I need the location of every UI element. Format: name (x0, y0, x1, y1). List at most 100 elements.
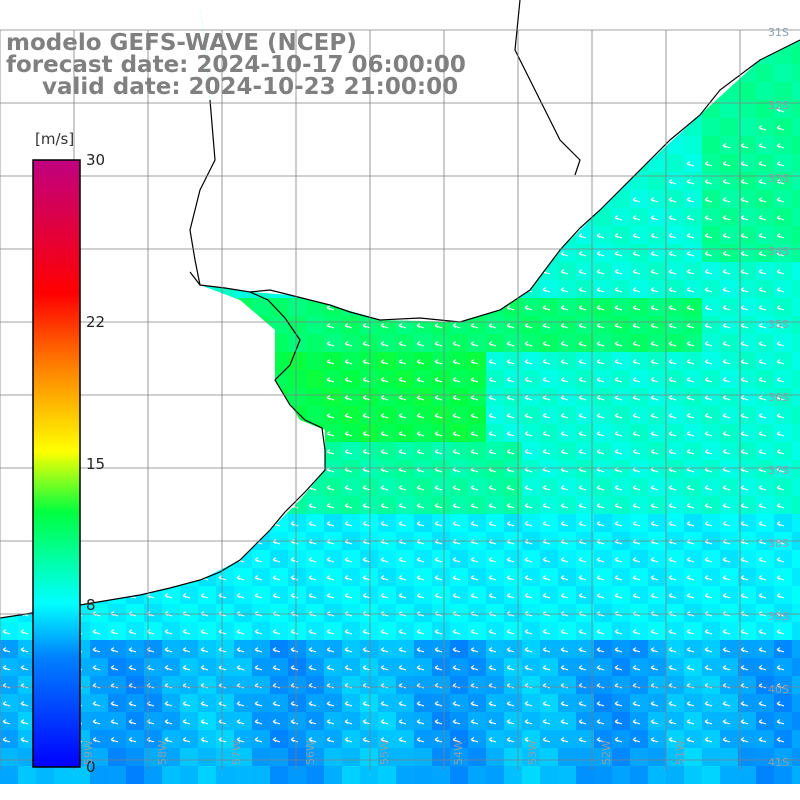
wind-arrow (704, 629, 713, 635)
wind-arrow (20, 737, 29, 743)
wind-arrow (326, 431, 335, 437)
speed-cell (468, 568, 486, 586)
wind-arrow (524, 377, 533, 383)
wind-arrow (758, 449, 767, 455)
speed-cell (288, 388, 306, 406)
speed-cell (702, 190, 720, 208)
speed-cell (558, 748, 576, 766)
wind-arrow (488, 557, 497, 563)
speed-cell (126, 676, 144, 694)
speed-cell (252, 748, 270, 766)
speed-cell (432, 406, 450, 424)
colorbar-bar (32, 159, 81, 768)
wind-arrow (668, 287, 677, 293)
speed-cell (756, 496, 774, 514)
wind-arrow (632, 251, 641, 257)
speed-cell (396, 604, 414, 622)
wind-arrow (668, 665, 677, 671)
wind-arrow (578, 719, 587, 725)
wind-arrow (596, 593, 605, 599)
wind-arrow (686, 593, 695, 599)
wind-arrow (524, 647, 533, 653)
speed-cell (0, 712, 18, 730)
speed-cell (738, 190, 756, 208)
speed-cell (576, 280, 594, 298)
speed-cell (738, 352, 756, 370)
speed-cell (756, 460, 774, 478)
wind-arrow (542, 449, 551, 455)
speed-cell (594, 352, 612, 370)
speed-cell (774, 244, 792, 262)
speed-cell (522, 352, 540, 370)
wind-arrow (362, 359, 371, 365)
speed-cell (648, 586, 666, 604)
wind-arrow (668, 701, 677, 707)
speed-cell (738, 550, 756, 568)
wind-arrow (164, 701, 173, 707)
speed-cell (774, 550, 792, 568)
speed-cell (666, 370, 684, 388)
speed-cell (702, 514, 720, 532)
speed-cell (558, 730, 576, 748)
speed-cell (684, 424, 702, 442)
speed-cell (450, 640, 468, 658)
speed-cell (396, 352, 414, 370)
speed-cell (720, 478, 738, 496)
speed-cell (360, 712, 378, 730)
speed-cell (630, 478, 648, 496)
speed-cell (792, 496, 800, 514)
speed-cell (396, 766, 414, 784)
wind-arrow (344, 395, 353, 401)
wind-arrow (740, 197, 749, 203)
speed-cell (774, 442, 792, 460)
colorbar-unit: [m/s] (35, 130, 75, 148)
wind-arrow (740, 287, 749, 293)
speed-cell (702, 604, 720, 622)
speed-cell (540, 568, 558, 586)
wind-arrow (758, 377, 767, 383)
wind-arrow (722, 719, 731, 725)
wind-arrow (686, 251, 695, 257)
wind-arrow (416, 521, 425, 527)
speed-cell (378, 514, 396, 532)
speed-cell (324, 442, 342, 460)
wind-arrow (740, 575, 749, 581)
speed-cell (756, 676, 774, 694)
speed-cell (792, 766, 800, 784)
speed-cell (126, 694, 144, 712)
speed-cell (774, 352, 792, 370)
wind-arrow (704, 341, 713, 347)
speed-cell (702, 478, 720, 496)
wind-arrow (326, 377, 335, 383)
speed-cell (558, 478, 576, 496)
speed-cell (792, 262, 800, 280)
wind-arrow (362, 395, 371, 401)
speed-cell (738, 748, 756, 766)
wind-arrow (236, 701, 245, 707)
wind-arrow (380, 485, 389, 491)
wind-arrow (632, 395, 641, 401)
speed-cell (648, 694, 666, 712)
speed-cell (738, 262, 756, 280)
speed-cell (576, 658, 594, 676)
speed-cell (378, 730, 396, 748)
colorbar-tick-label: 22 (86, 312, 106, 331)
speed-cell (288, 604, 306, 622)
speed-cell (648, 514, 666, 532)
speed-cell (594, 514, 612, 532)
wind-arrow (380, 503, 389, 509)
speed-cell (792, 442, 800, 460)
title-model: modelo GEFS-WAVE (NCEP) (6, 30, 357, 56)
speed-cell (324, 352, 342, 370)
speed-cell (666, 172, 684, 190)
speed-cell (576, 568, 594, 586)
speed-cell (540, 766, 558, 784)
wind-arrow (578, 377, 587, 383)
wind-arrow (578, 593, 587, 599)
speed-cell (198, 694, 216, 712)
speed-cell (666, 154, 684, 172)
speed-cell (144, 694, 162, 712)
latitude-label: 32S (768, 99, 789, 112)
speed-cell (702, 388, 720, 406)
speed-cell (792, 568, 800, 586)
